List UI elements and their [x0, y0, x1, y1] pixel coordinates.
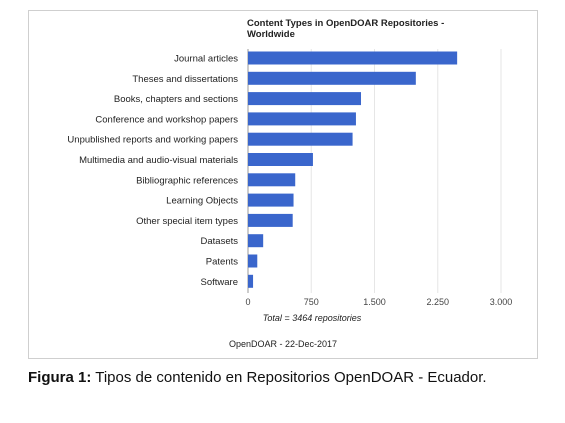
bar [248, 51, 458, 65]
bar [248, 153, 313, 166]
chart-title-line: Worldwide [247, 29, 295, 40]
category-label: Datasets [201, 236, 239, 247]
category-label: Books, chapters and sections [114, 94, 238, 105]
chart-frame: Content Types in OpenDOAR Repositories -… [28, 10, 538, 359]
x-tick-label: 1.500 [363, 297, 386, 307]
bar [248, 254, 258, 268]
bar [248, 173, 296, 187]
x-axis-ticks: 0 750 1.500 2.250 3.000 [245, 297, 512, 307]
category-label: Multimedia and audio-visual materials [79, 155, 238, 166]
x-axis-label: Total = 3464 repositories [263, 313, 362, 323]
category-label: Software [201, 277, 239, 288]
bar [248, 274, 254, 288]
x-tick-label: 2.250 [426, 297, 449, 307]
category-label: Patents [206, 257, 238, 268]
figure-caption: Figura 1: Tipos de contenido en Reposito… [28, 368, 548, 387]
category-label: Other special item types [136, 216, 238, 227]
caption-label: Figura 1: [28, 369, 92, 386]
category-label: Theses and dissertations [132, 74, 238, 85]
category-label: Learning Objects [166, 196, 238, 207]
chart-title: Content Types in OpenDOAR Repositories -… [247, 18, 444, 40]
bar [248, 71, 416, 85]
bar-chart: Content Types in OpenDOAR Repositories -… [67, 18, 512, 349]
bar [248, 193, 294, 207]
x-tick-label: 750 [304, 297, 319, 307]
gridlines [247, 49, 502, 293]
category-label: Unpublished reports and working papers [67, 135, 238, 146]
bar [248, 112, 356, 126]
chart-title-line: Content Types in OpenDOAR Repositories - [247, 18, 444, 29]
bars [248, 51, 458, 288]
source-note: OpenDOAR - 22-Dec-2017 [229, 339, 337, 349]
bar [248, 132, 353, 146]
category-labels: Journal articles Theses and dissertations… [67, 54, 238, 288]
caption-text: Tipos de contenido en Repositorios OpenD… [91, 369, 487, 386]
bar [248, 92, 362, 106]
category-label: Bibliographic references [136, 175, 238, 186]
category-label: Journal articles [174, 54, 238, 65]
bar [248, 234, 264, 248]
x-tick-label: 3.000 [490, 297, 513, 307]
category-label: Conference and workshop papers [95, 114, 238, 125]
bar [248, 213, 293, 227]
x-tick-label: 0 [245, 297, 250, 307]
